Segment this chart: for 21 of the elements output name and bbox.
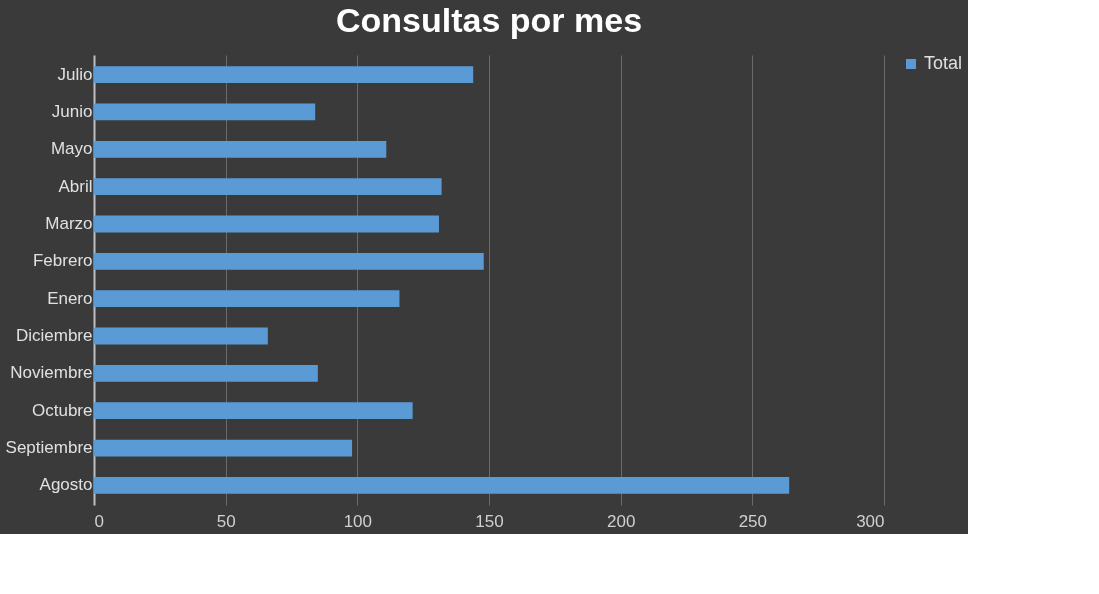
y-tick-label: Febrero bbox=[32, 251, 93, 271]
y-tick-label: Agosto bbox=[39, 475, 93, 495]
y-tick-label: Julio bbox=[57, 64, 93, 84]
x-tick-label: 200 bbox=[606, 511, 636, 531]
chart-title: Consultas por mes bbox=[335, 1, 643, 39]
x-tick-label: 250 bbox=[738, 511, 768, 531]
y-tick-label: Enero bbox=[47, 288, 93, 308]
y-tick-label: Marzo bbox=[45, 213, 93, 233]
x-tick-label: 300 bbox=[856, 511, 885, 531]
y-tick-label: Mayo bbox=[50, 139, 93, 159]
y-tick-label: Septiembre bbox=[5, 438, 93, 458]
y-tick-label: Abril bbox=[58, 176, 93, 196]
y-tick-label: Noviembre bbox=[10, 363, 93, 383]
x-tick-label: 150 bbox=[475, 511, 504, 531]
y-tick-label: Octubre bbox=[32, 400, 93, 420]
y-tick-label: Junio bbox=[51, 101, 93, 121]
y-tick-label: Diciembre bbox=[15, 326, 93, 346]
x-tick-label: 0 bbox=[94, 511, 104, 531]
x-tick-label: 50 bbox=[216, 511, 236, 531]
legend-label: Total bbox=[924, 53, 963, 73]
x-tick-label: 100 bbox=[343, 511, 373, 531]
